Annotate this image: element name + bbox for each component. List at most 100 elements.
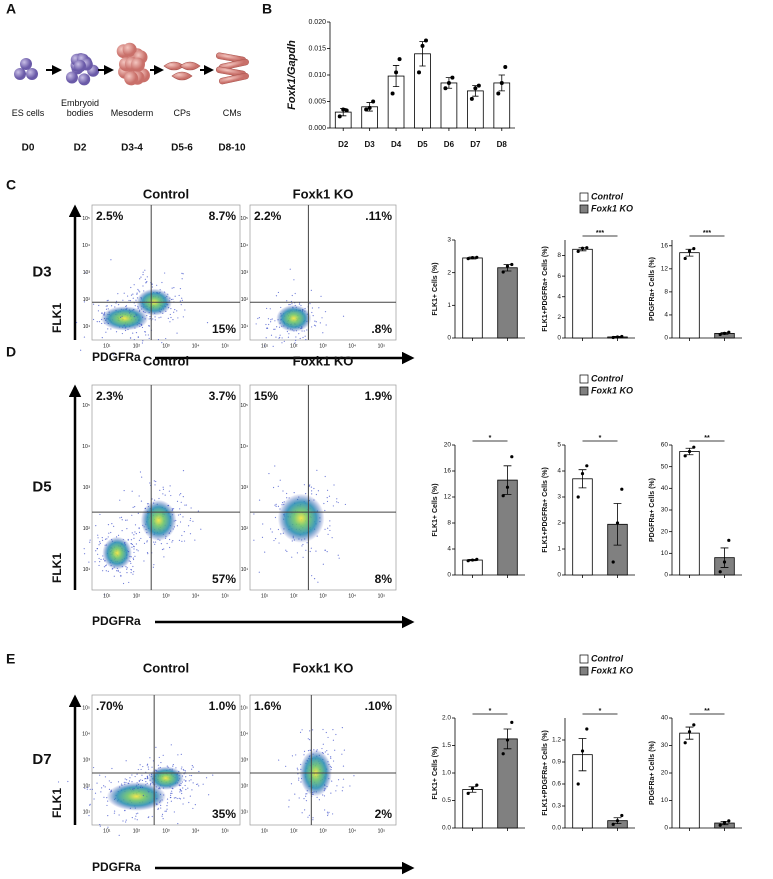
event-dot <box>126 567 128 569</box>
event-dot <box>145 334 147 336</box>
event-dot <box>307 749 310 752</box>
event-dot <box>139 471 142 473</box>
event-dot <box>154 484 156 486</box>
event-dot <box>267 318 270 320</box>
y-tick-label: 2 <box>447 269 451 276</box>
event-dot <box>115 302 117 304</box>
flow-tick-label: 10² <box>290 343 298 349</box>
event-dot <box>95 550 97 552</box>
event-dot <box>296 767 298 769</box>
event-dot <box>115 300 118 302</box>
event-dot <box>120 574 122 577</box>
event-dot <box>180 501 182 503</box>
event-dot <box>125 781 127 784</box>
y-tick-label: 3 <box>557 494 561 501</box>
event-dot <box>165 810 167 812</box>
y-tick-label: 0.015 <box>308 45 326 52</box>
error-bar <box>392 65 400 88</box>
event-dot <box>110 781 112 784</box>
y-tick-label: 0.3 <box>552 803 561 810</box>
event-dot <box>121 315 123 317</box>
stage-day: D2 <box>74 143 87 154</box>
event-dot <box>131 546 133 548</box>
event-dot <box>103 566 106 568</box>
event-dot <box>170 790 173 792</box>
quadrant-percent: 57% <box>212 572 236 586</box>
event-dot <box>326 551 328 553</box>
event-dot <box>107 800 109 802</box>
event-dot <box>181 792 183 795</box>
flow-tick-label: 10¹ <box>241 324 249 330</box>
event-dot <box>134 524 137 526</box>
event-dot <box>129 777 131 779</box>
event-dot <box>119 571 121 573</box>
event-dot <box>291 556 293 558</box>
event-dot <box>142 340 144 342</box>
event-dot <box>173 797 175 799</box>
y-tick-label: 12 <box>661 266 669 273</box>
replicate-point <box>420 43 425 48</box>
event-dot <box>137 787 139 789</box>
event-dot <box>97 534 99 536</box>
plot-title: Control <box>143 186 189 201</box>
cell-icon <box>26 68 38 80</box>
event-dot <box>187 787 189 789</box>
event-dot <box>101 322 103 325</box>
event-dot <box>176 500 179 502</box>
event-dot <box>131 781 133 783</box>
event-dot <box>327 527 329 529</box>
event-dot <box>118 834 120 836</box>
event-dot <box>304 335 306 337</box>
event-dot <box>122 582 125 585</box>
y-tick-label: 1.0 <box>442 770 451 777</box>
y-tick-label: 3 <box>447 237 451 244</box>
event-dot <box>110 305 113 307</box>
event-dot <box>164 494 166 496</box>
event-dot <box>144 269 146 271</box>
replicate-point <box>683 256 687 261</box>
cell-icon <box>218 72 249 85</box>
event-dot <box>271 531 273 533</box>
event-dot <box>277 291 280 294</box>
event-dot <box>182 273 184 275</box>
event-dot <box>178 539 181 541</box>
event-dot <box>145 781 147 783</box>
event-dot <box>303 330 305 332</box>
stage-day: D0 <box>22 143 35 154</box>
replicate-point <box>687 730 692 734</box>
event-dot <box>144 318 146 320</box>
event-dot <box>117 304 120 306</box>
event-dot <box>342 778 345 780</box>
event-dot <box>106 804 108 807</box>
event-dot <box>272 486 275 489</box>
flow-tick-label: 10⁵ <box>240 216 248 222</box>
plot-title: Control <box>143 660 189 675</box>
event-dot <box>111 568 113 570</box>
event-dot <box>138 780 140 782</box>
y-axis-label: FLK1 <box>50 788 64 818</box>
replicate-point <box>364 107 369 112</box>
quadrant-percent: 15% <box>212 322 236 336</box>
x-axis-label: PDGFRa <box>92 860 141 874</box>
legend-swatch <box>579 192 589 202</box>
event-dot <box>138 779 140 782</box>
event-dot <box>174 308 176 311</box>
event-dot <box>298 797 300 799</box>
event-dot <box>184 770 187 772</box>
event-dot <box>162 818 164 820</box>
event-dot <box>179 494 181 496</box>
event-dot <box>139 764 141 766</box>
flow-tick-label: 10⁴ <box>82 444 90 450</box>
event-dot <box>192 766 194 768</box>
replicate-point <box>692 247 696 251</box>
event-dot <box>104 786 106 788</box>
y-axis-label: PDGFRa+ Cells (%) <box>649 478 656 542</box>
event-dot <box>322 794 324 796</box>
event-dot <box>99 823 101 826</box>
event-dot <box>202 783 204 785</box>
event-dot <box>106 305 108 307</box>
event-dot <box>329 525 331 527</box>
y-tick-label: 16 <box>661 242 669 249</box>
event-dot <box>169 485 171 487</box>
plot-title: Foxk1 KO <box>293 186 354 201</box>
